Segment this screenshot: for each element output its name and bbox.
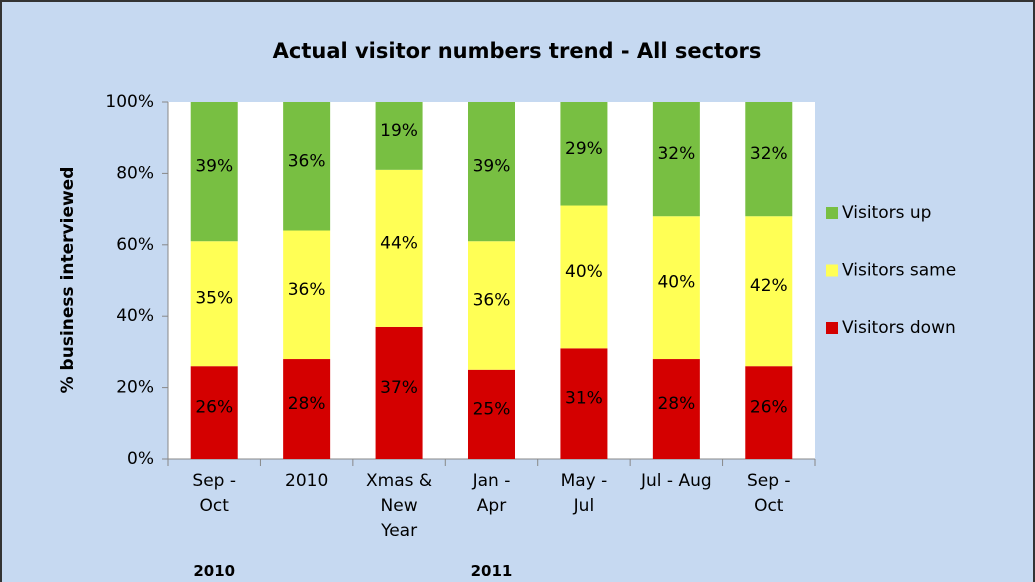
- bar-segment: [375, 102, 423, 170]
- legend-swatch: [826, 264, 838, 277]
- y-tick-label: 100%: [105, 92, 154, 112]
- x-tick-label: Jul - Aug: [641, 471, 712, 491]
- legend-swatch: [826, 207, 838, 219]
- data-label: 31%: [565, 389, 603, 409]
- data-label: 32%: [750, 144, 788, 164]
- y-axis-label: % business interviewed: [58, 167, 78, 394]
- y-tick-label: 80%: [116, 163, 154, 183]
- data-label: 36%: [288, 280, 326, 300]
- data-label: 26%: [750, 398, 788, 418]
- data-label: 29%: [565, 139, 603, 159]
- legend-swatch: [826, 322, 838, 334]
- bar-segment: [560, 102, 608, 206]
- bar-segment: [283, 102, 331, 231]
- bar-segment: [745, 216, 793, 367]
- bar-segment: [468, 369, 515, 459]
- data-label: 39%: [473, 157, 511, 177]
- bar-segment: [375, 326, 423, 459]
- bar-segment: [190, 241, 238, 367]
- legend-label: Visitors up: [842, 203, 931, 223]
- bar-segment: [190, 366, 238, 459]
- y-tick-label: 20%: [116, 378, 154, 398]
- bar-segment: [652, 102, 700, 217]
- category-group-label: 2011: [470, 562, 513, 580]
- bar-segment: [283, 230, 331, 360]
- data-label: 25%: [473, 399, 511, 419]
- data-label: 37%: [380, 378, 418, 398]
- bar-segment: [560, 205, 608, 349]
- category-group-label: 2010: [193, 562, 236, 580]
- bar-segment: [468, 241, 515, 370]
- legend-label: Visitors down: [842, 318, 956, 338]
- data-label: 19%: [380, 121, 418, 141]
- data-label: 39%: [195, 157, 233, 177]
- data-label: 42%: [750, 276, 788, 296]
- y-tick-label: 40%: [116, 306, 154, 326]
- bar-segment: [652, 359, 700, 459]
- data-label: 36%: [473, 290, 511, 310]
- data-label: 36%: [288, 151, 326, 171]
- bar-segment: [745, 366, 793, 459]
- x-tick-label: May - Jul: [560, 471, 608, 516]
- x-tick-label: Sep - Oct: [192, 471, 236, 516]
- data-label: 28%: [657, 394, 695, 414]
- data-label: 32%: [657, 144, 695, 164]
- bar-segment: [745, 102, 793, 217]
- data-label: 40%: [565, 262, 603, 282]
- x-tick-label: 2010: [285, 471, 329, 491]
- bar-segment: [375, 169, 423, 327]
- bar-segment: [283, 359, 331, 459]
- y-tick-label: 0%: [127, 449, 154, 469]
- x-tick-label: Jan - Apr: [472, 471, 511, 516]
- x-tick-label: Sep - Oct: [746, 471, 791, 516]
- legend-label: Visitors same: [842, 261, 956, 281]
- data-label: 28%: [288, 394, 326, 414]
- bar-segment: [652, 216, 700, 360]
- bar-segment: [560, 348, 608, 459]
- data-label: 35%: [195, 289, 233, 309]
- y-tick-label: 60%: [116, 235, 154, 255]
- bar-segment: [468, 102, 515, 242]
- x-tick-label: Xmas & New Year: [365, 471, 433, 541]
- data-label: 26%: [195, 398, 233, 418]
- data-label: 44%: [380, 233, 418, 253]
- bar-segment: [190, 102, 238, 242]
- data-label: 40%: [657, 273, 695, 293]
- chart-title: Actual visitor numbers trend - All secto…: [273, 39, 762, 63]
